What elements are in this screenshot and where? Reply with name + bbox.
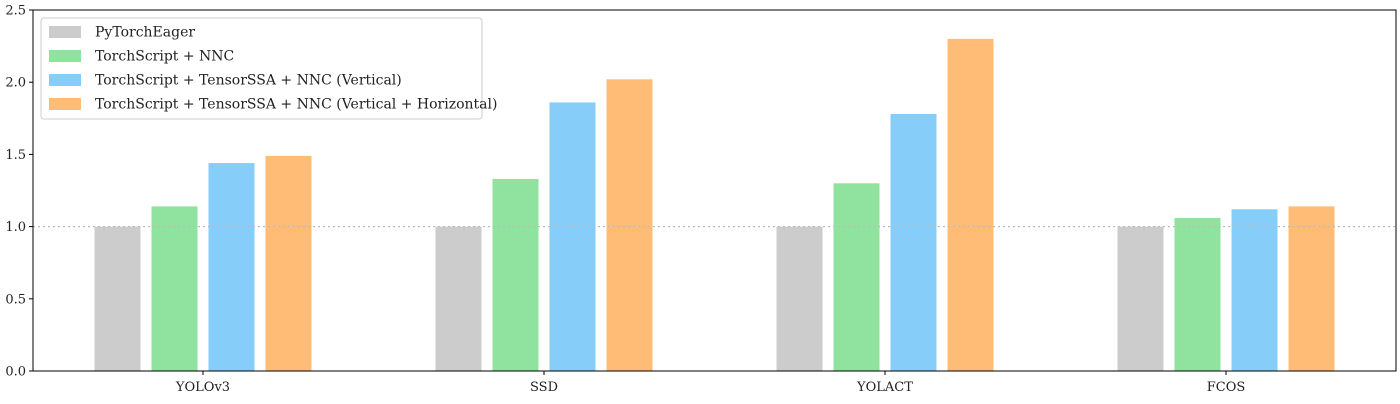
bar-fcos-series-4 — [1288, 206, 1335, 371]
legend: PyTorchEager TorchScript + NNC TorchScript… — [40, 17, 497, 120]
legend-swatch-3 — [49, 74, 81, 86]
bar-yolov3-series-1 — [94, 226, 141, 371]
plot-frame — [32, 9, 1397, 372]
bar-yolact-series-2 — [833, 183, 880, 371]
bar-ssd-series-4 — [606, 79, 653, 371]
x-tick-label-yolact: YOLACT — [856, 380, 913, 395]
legend-box — [40, 17, 483, 120]
x-tick-label-yolov3: YOLOv3 — [175, 380, 230, 395]
bar-ssd-series-1 — [435, 226, 482, 371]
bar-ssd-series-2 — [492, 178, 539, 371]
y-tick-label: 2.0 — [5, 76, 26, 91]
legend-swatch-4 — [49, 98, 81, 110]
bar-fcos-series-1 — [1117, 226, 1164, 371]
legend-label-2: TorchScript + NNC — [95, 49, 234, 65]
bar-yolact-series-3 — [890, 113, 937, 371]
legend-label-4: TorchScript + TensorSSA + NNC (Vertical … — [95, 97, 497, 113]
bar-ssd-series-3 — [549, 102, 596, 371]
x-tick-label-fcos: FCOS — [1207, 380, 1246, 395]
legend-label-3: TorchScript + TensorSSA + NNC (Vertical) — [95, 73, 402, 89]
y-tick-label: 0.5 — [5, 292, 26, 307]
bar-yolov3-series-4 — [265, 155, 312, 371]
bar-yolact-series-1 — [776, 226, 823, 371]
bars-layer — [94, 38, 1335, 371]
axes-layer: 0.0 0.5 1.0 1.5 2.0 2.5 YOLOv3 SSD YOLACT FCOS — [5, 4, 1397, 395]
bar-yolov3-series-3 — [208, 163, 255, 371]
legend-swatch-1 — [49, 26, 81, 38]
bar-fcos-series-2 — [1174, 217, 1221, 371]
legend-label-1: PyTorchEager — [95, 25, 195, 41]
y-tick-label: 1.5 — [5, 148, 26, 163]
bar-fcos-series-3 — [1231, 209, 1278, 371]
x-tick-label-ssd: SSD — [530, 380, 558, 395]
bar-yolact-series-4 — [947, 38, 994, 371]
y-tick-label: 1.0 — [5, 220, 26, 235]
legend-swatch-2 — [49, 50, 81, 62]
y-tick-label: 2.5 — [5, 4, 26, 19]
bar-yolov3-series-2 — [151, 206, 198, 371]
y-tick-label: 0.0 — [5, 365, 26, 380]
